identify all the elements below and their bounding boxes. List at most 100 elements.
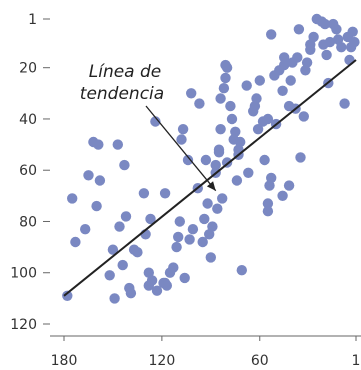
data-point-27 [150,116,161,127]
data-point-59 [215,124,226,135]
data-point-89 [266,172,277,184]
data-point-21 [138,188,150,199]
data-point-60 [215,93,226,104]
data-point-82 [254,75,265,86]
data-point-37 [174,216,185,227]
annotation-line-2: tendencia [80,84,164,104]
data-point-96 [279,59,290,71]
data-point-47 [197,236,208,248]
data-point-0 [62,290,73,301]
trend-line [63,59,357,297]
data-point-20 [132,247,143,258]
y-tick-label-0: 1 [28,12,37,28]
data-point-25 [145,213,156,225]
data-point-86 [262,198,274,209]
y-tick-label-1: 20 [19,61,37,77]
y-tick-label-6: 120 [10,317,37,333]
data-point-16 [120,211,132,222]
data-point-95 [277,85,288,97]
data-point-67 [225,100,236,112]
data-point-3 [80,224,91,235]
data-point-97 [279,52,290,63]
y-tick-label-3: 60 [19,163,37,179]
x-tick-label-3: 1 [352,353,361,369]
x-tick-label-2: 60 [251,353,269,369]
data-point-98 [283,180,295,191]
data-point-103 [292,52,303,63]
data-point-32 [161,280,172,291]
x-tick-label-1: 120 [149,353,176,369]
data-point-94 [277,190,288,201]
data-point-42 [184,234,195,245]
data-point-36 [173,231,184,243]
data-point-127 [347,26,358,37]
data-point-46 [194,98,205,109]
data-point-28 [151,285,163,296]
data-point-43 [186,88,197,99]
annotation-line-1: Línea de [89,62,162,82]
data-point-125 [344,54,355,66]
y-tick-label-5: 100 [10,266,37,282]
y-tick-label-2: 40 [19,112,37,128]
data-point-7 [93,139,104,150]
data-point-104 [293,24,305,35]
data-point-70 [230,126,241,137]
data-point-41 [182,154,194,166]
data-point-30 [159,188,171,199]
annotation-arrowhead [206,181,216,191]
data-point-49 [200,154,212,166]
data-point-12 [112,139,124,150]
data-point-10 [107,244,119,255]
data-point-120 [331,24,342,35]
data-point-111 [308,31,319,43]
data-point-13 [114,221,125,232]
data-point-76 [241,80,252,91]
data-point-52 [205,252,216,263]
data-point-116 [321,49,332,61]
data-point-80 [251,93,262,104]
data-point-71 [231,175,243,186]
data-point-84 [259,154,270,166]
data-point-9 [104,270,115,281]
data-point-63 [220,72,231,84]
data-point-68 [226,113,238,125]
data-point-4 [83,170,94,181]
data-point-81 [252,124,264,135]
data-point-8 [94,175,106,186]
data-point-106 [298,111,309,122]
data-point-2 [70,236,81,248]
data-point-54 [210,159,221,171]
data-point-40 [179,272,190,284]
data-point-122 [336,42,347,53]
data-point-15 [119,159,130,171]
data-point-48 [199,213,210,225]
data-point-26 [146,275,158,286]
data-point-6 [91,200,102,212]
data-point-35 [171,241,182,253]
data-point-14 [117,259,128,271]
data-point-90 [266,29,277,40]
data-point-50 [202,198,213,209]
data-point-61 [217,193,228,204]
x-tick-label-0: 180 [51,353,78,369]
data-point-128 [349,36,360,48]
data-point-115 [319,18,331,30]
data-point-75 [236,265,247,276]
data-point-105 [295,152,306,163]
data-point-11 [109,293,120,304]
annotation-arrow-line [145,105,217,192]
data-point-110 [305,44,316,55]
x-ticks: 180 120 60 1 [51,336,361,369]
data-point-58 [213,144,225,155]
data-point-56 [212,203,223,214]
data-point-39 [177,124,189,135]
data-point-44 [187,224,199,235]
data-point-108 [301,57,313,68]
data-point-38 [176,134,187,145]
data-point-1 [67,193,78,204]
data-point-18 [125,288,137,299]
data-point-118 [324,36,336,48]
data-point-123 [339,98,350,109]
